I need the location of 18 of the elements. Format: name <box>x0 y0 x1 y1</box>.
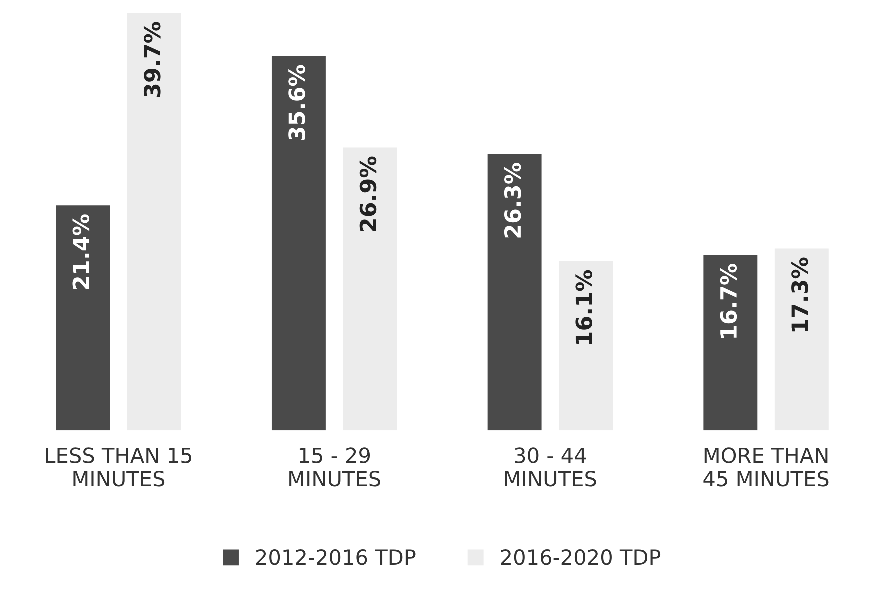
legend-label: 2012-2016 TDP <box>256 550 416 566</box>
x-tick-label: 30 - 44 MINUTES <box>505 448 596 487</box>
data-label: 16.1% <box>576 270 592 344</box>
x-tick-label: LESS THAN 15 MINUTES <box>46 448 192 487</box>
bar <box>704 255 758 431</box>
x-tick-label: 15 - 29 MINUTES <box>290 448 380 487</box>
data-label: 26.9% <box>360 156 377 232</box>
bar <box>56 206 110 431</box>
data-label: 21.4% <box>72 214 90 290</box>
legend-label: 2016-2020 TDP <box>501 550 661 566</box>
data-label: 35.6% <box>288 65 306 140</box>
data-label: 26.3% <box>504 163 522 238</box>
data-label: 39.7% <box>144 22 161 98</box>
data-label: 17.3% <box>792 258 808 332</box>
bar <box>272 56 326 431</box>
data-label: 16.7% <box>720 264 738 338</box>
bar <box>488 154 542 431</box>
x-tick-label: MORE THAN 45 MINUTES <box>704 448 829 487</box>
